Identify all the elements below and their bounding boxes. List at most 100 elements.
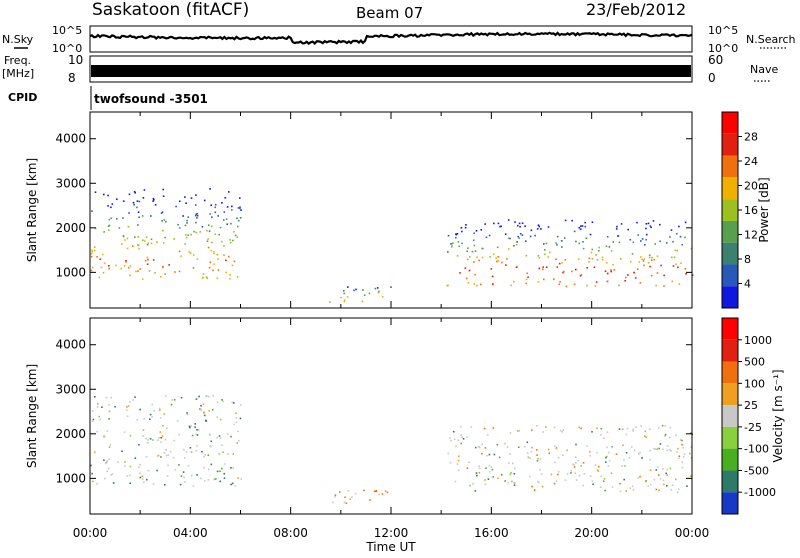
heatmap-cell <box>195 194 197 196</box>
heatmap-cell <box>582 484 584 487</box>
heatmap-cell <box>589 450 591 453</box>
heatmap-cell <box>513 482 515 485</box>
heatmap-cell <box>179 200 181 203</box>
heatmap-cell <box>467 281 470 284</box>
heatmap-cell <box>200 477 202 480</box>
heatmap-cell <box>504 442 506 445</box>
heatmap-cell <box>633 271 635 274</box>
heatmap-cell <box>101 406 103 408</box>
heatmap-cell <box>173 399 176 401</box>
heatmap-cell <box>530 451 533 453</box>
cpid-label: CPID <box>8 91 37 104</box>
heatmap-cell <box>196 429 198 431</box>
heatmap-cell <box>658 447 660 450</box>
heatmap-cell <box>332 501 334 504</box>
heatmap-cell <box>508 462 510 464</box>
heatmap-cell <box>671 280 673 283</box>
heatmap-cell <box>496 246 499 249</box>
heatmap-cell <box>648 254 651 256</box>
heatmap-cell <box>93 249 96 252</box>
heatmap-cell <box>675 434 677 437</box>
heatmap-cell <box>492 253 495 255</box>
heatmap-cell <box>604 489 606 492</box>
heatmap-cell <box>229 277 231 280</box>
heatmap-cell <box>580 225 582 227</box>
heatmap-cell <box>235 421 238 424</box>
heatmap-cell <box>537 224 540 226</box>
heatmap-cell <box>680 262 682 264</box>
x-tick-label: 00:00 <box>73 526 108 540</box>
heatmap-cell <box>473 232 475 234</box>
heatmap-cell <box>659 240 661 243</box>
power-panel-frame <box>89 111 693 309</box>
heatmap-cell <box>677 266 679 269</box>
heatmap-cell <box>632 430 634 432</box>
heatmap-cell <box>635 426 637 428</box>
heatmap-cell <box>226 206 229 208</box>
heatmap-cell <box>153 199 155 201</box>
heatmap-cell <box>684 268 687 270</box>
heatmap-cell <box>664 425 666 427</box>
heatmap-cell <box>468 256 471 258</box>
heatmap-cell <box>561 246 563 248</box>
heatmap-cell <box>177 223 179 226</box>
heatmap-cell <box>193 230 195 233</box>
heatmap-cell <box>205 276 208 278</box>
heatmap-cell <box>679 235 682 238</box>
heatmap-cell <box>232 467 234 469</box>
heatmap-cell <box>625 452 628 454</box>
heatmap-cell <box>536 228 539 230</box>
heatmap-cell <box>344 496 346 499</box>
heatmap-cell <box>128 193 131 196</box>
heatmap-cell <box>484 447 487 449</box>
heatmap-cell <box>676 491 679 494</box>
heatmap-cell <box>496 443 499 446</box>
heatmap-cell <box>659 443 662 445</box>
station-title: Saskatoon (fitACF) <box>92 0 249 20</box>
heatmap-cell <box>215 478 217 480</box>
heatmap-cell <box>570 472 572 474</box>
heatmap-cell <box>160 456 162 458</box>
heatmap-cell <box>670 450 672 452</box>
heatmap-cell <box>122 236 125 238</box>
heatmap-cell <box>218 233 220 236</box>
heatmap-cell <box>232 453 235 455</box>
heatmap-cell <box>216 401 219 404</box>
heatmap-cell <box>465 224 467 226</box>
heatmap-cell <box>239 197 241 199</box>
heatmap-cell <box>132 201 135 204</box>
heatmap-cell <box>492 283 494 286</box>
y-tick-label: 3000 <box>55 176 86 190</box>
heatmap-cell <box>613 269 616 271</box>
heatmap-cell <box>203 455 205 458</box>
heatmap-cell <box>156 241 158 243</box>
heatmap-cell <box>150 215 152 217</box>
freq-unit-label: [MHz] <box>2 67 34 80</box>
heatmap-cell <box>525 282 528 285</box>
colorbar-tick-label: 1000 <box>744 334 772 347</box>
heatmap-cell <box>112 482 115 484</box>
heatmap-cell <box>644 244 646 246</box>
heatmap-cell <box>129 401 131 403</box>
heatmap-cell <box>600 427 603 430</box>
heatmap-cell <box>237 225 239 228</box>
heatmap-cell <box>92 480 94 483</box>
heatmap-cell <box>237 207 240 209</box>
heatmap-cell <box>601 258 604 261</box>
heatmap-cell <box>533 489 536 491</box>
colorbar-tick-label: -500 <box>744 464 769 477</box>
heatmap-cell <box>156 469 158 472</box>
heatmap-cell <box>686 485 688 487</box>
heatmap-cell <box>199 231 202 233</box>
heatmap-cell <box>137 236 140 238</box>
heatmap-cell <box>678 457 680 460</box>
heatmap-cell <box>625 433 628 436</box>
heatmap-cell <box>223 463 226 465</box>
heatmap-cell <box>180 255 182 257</box>
heatmap-cell <box>239 217 242 219</box>
x-axis-label: Time UT <box>365 540 416 554</box>
heatmap-cell <box>666 468 669 471</box>
heatmap-cell <box>676 249 678 252</box>
heatmap-cell <box>555 480 558 482</box>
heatmap-cell <box>591 258 594 260</box>
